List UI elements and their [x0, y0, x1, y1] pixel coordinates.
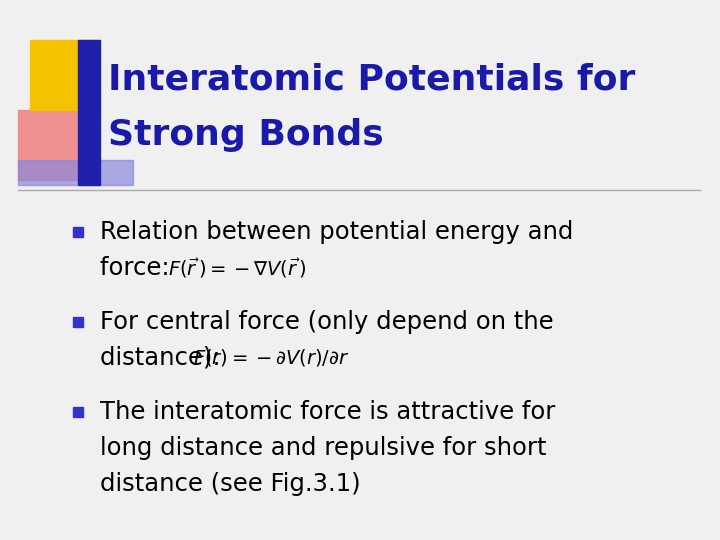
Bar: [18, 160, 133, 185]
Text: For central force (only depend on the: For central force (only depend on the: [100, 310, 554, 334]
Text: Interatomic Potentials for: Interatomic Potentials for: [108, 63, 635, 97]
Bar: [73, 227, 83, 237]
Text: The interatomic force is attractive for: The interatomic force is attractive for: [100, 400, 555, 424]
Bar: [73, 317, 83, 327]
Bar: [30, 40, 100, 110]
Text: $F(r)=-\partial V(r)/\partial r$: $F(r)=-\partial V(r)/\partial r$: [193, 348, 350, 368]
Bar: [78, 40, 100, 185]
Bar: [18, 110, 88, 180]
Text: long distance and repulsive for short: long distance and repulsive for short: [100, 436, 546, 460]
Text: force:: force:: [100, 256, 185, 280]
Text: Strong Bonds: Strong Bonds: [108, 118, 384, 152]
Text: $F(\vec{r\,})=-\nabla V(\vec{r\,})$: $F(\vec{r\,})=-\nabla V(\vec{r\,})$: [168, 256, 307, 280]
Text: distance):: distance):: [100, 346, 236, 370]
Text: Relation between potential energy and: Relation between potential energy and: [100, 220, 573, 244]
Text: distance (see Fig.3.1): distance (see Fig.3.1): [100, 472, 361, 496]
Bar: [73, 407, 83, 417]
